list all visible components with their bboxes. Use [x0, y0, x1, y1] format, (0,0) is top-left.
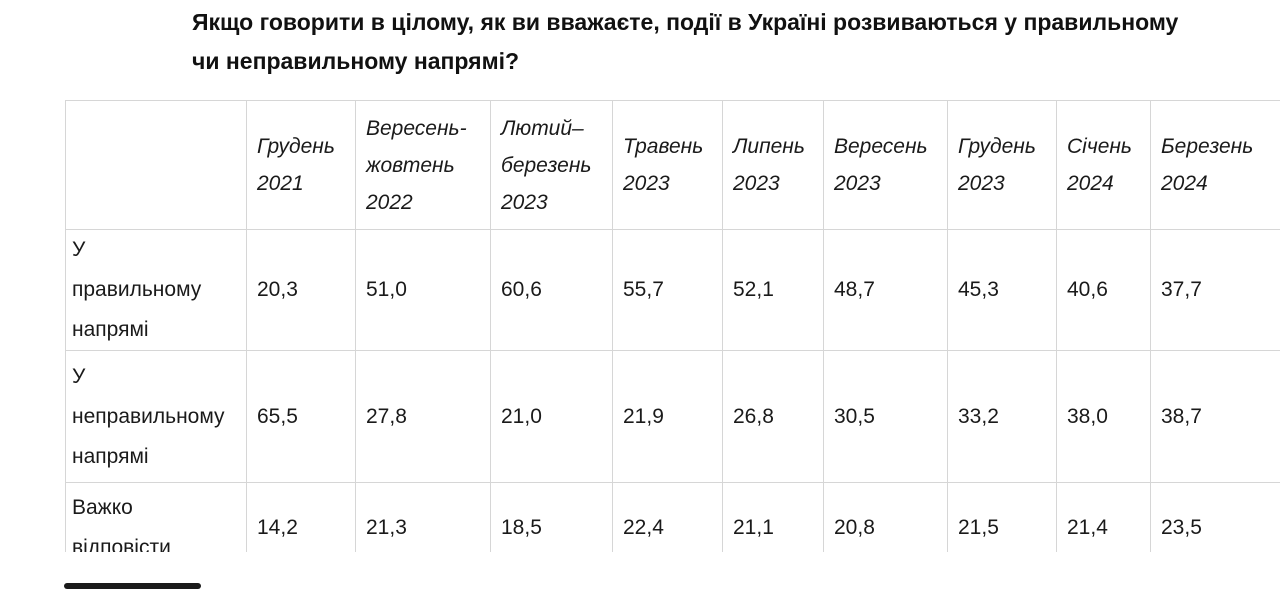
column-header-sep-oct-2022: Вересень-жовтень 2022	[355, 100, 491, 230]
horizontal-scroll-thumb[interactable]	[64, 583, 201, 589]
data-cell: 14,2	[246, 482, 356, 552]
data-cell: 21,1	[722, 482, 824, 552]
table-row-wrong-direction: У неправильному напрямі 65,5 27,8 21,0 2…	[65, 350, 1280, 483]
table-row-right-direction: У правильному напрямі 20,3 51,0 60,6 55,…	[65, 229, 1280, 351]
data-cell: 27,8	[355, 350, 491, 483]
column-header-dec-2023: Грудень 2023	[947, 100, 1057, 230]
data-cell: 30,5	[823, 350, 948, 483]
data-cell: 20,8	[823, 482, 948, 552]
data-cell: 21,0	[490, 350, 613, 483]
column-header-jul-2023: Липень 2023	[722, 100, 824, 230]
data-cell: 21,9	[612, 350, 723, 483]
data-cell: 52,1	[722, 229, 824, 351]
data-cell: 20,3	[246, 229, 356, 351]
table-scroll-container[interactable]: Грудень 2021 Вересень-жовтень 2022 Лютий…	[65, 100, 1280, 552]
data-cell: 60,6	[490, 229, 613, 351]
row-label-right-direction: У правильному напрямі	[65, 229, 247, 351]
column-header-jan-2024: Січень 2024	[1056, 100, 1151, 230]
poll-results-table: Грудень 2021 Вересень-жовтень 2022 Лютий…	[65, 100, 1280, 552]
column-header-feb-mar-2023: Лютий–березень 2023	[490, 100, 613, 230]
data-cell: 22,4	[612, 482, 723, 552]
column-header-sep-2023: Вересень 2023	[823, 100, 948, 230]
data-cell: 18,5	[490, 482, 613, 552]
data-cell: 48,7	[823, 229, 948, 351]
column-header-mar-2024: Березень 2024	[1150, 100, 1280, 230]
data-cell: 45,3	[947, 229, 1057, 351]
data-cell: 21,4	[1056, 482, 1151, 552]
data-cell: 21,5	[947, 482, 1057, 552]
data-cell: 21,3	[355, 482, 491, 552]
data-cell: 65,5	[246, 350, 356, 483]
row-label-hard-to-answer: Важко відповісти	[65, 482, 247, 552]
data-cell: 23,5	[1150, 482, 1280, 552]
page-title: Якщо говорити в цілому, як ви вважаєте, …	[192, 9, 1179, 74]
column-header-may-2023: Травень 2023	[612, 100, 723, 230]
data-cell: 37,7	[1150, 229, 1280, 351]
column-header-dec-2021: Грудень 2021	[246, 100, 356, 230]
corner-cell	[65, 100, 247, 230]
data-cell: 38,0	[1056, 350, 1151, 483]
data-cell: 55,7	[612, 229, 723, 351]
data-cell: 40,6	[1056, 229, 1151, 351]
row-label-wrong-direction: У неправильному напрямі	[65, 350, 247, 483]
header-row: Грудень 2021 Вересень-жовтень 2022 Лютий…	[65, 100, 1280, 230]
table-row-hard-to-answer: Важко відповісти 14,2 21,3 18,5 22,4 21,…	[65, 482, 1280, 552]
data-cell: 26,8	[722, 350, 824, 483]
data-cell: 51,0	[355, 229, 491, 351]
data-cell: 33,2	[947, 350, 1057, 483]
data-cell: 38,7	[1150, 350, 1280, 483]
